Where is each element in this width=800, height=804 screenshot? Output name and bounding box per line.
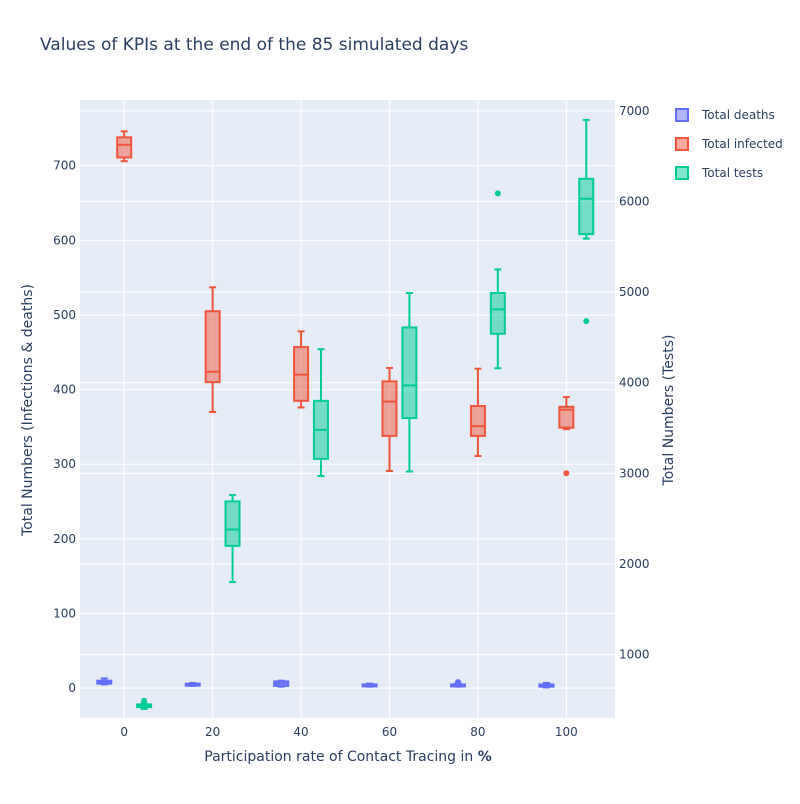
outlier-point xyxy=(583,318,590,325)
box-mark xyxy=(136,697,153,710)
y2-axis-title: Total Numbers (Tests) xyxy=(661,335,677,487)
y-tick-label: 200 xyxy=(53,532,76,546)
box-mark xyxy=(450,679,467,688)
y2-tick-label: 5000 xyxy=(619,285,650,299)
x-axis-title: Participation rate of Contact Tracing in… xyxy=(204,749,491,765)
box-mark xyxy=(116,130,133,163)
legend[interactable]: Total deaths Total infected Total tests xyxy=(675,108,783,180)
legend-label: Total infected xyxy=(701,137,783,151)
legend-label: Total tests xyxy=(701,166,763,180)
plot-background xyxy=(80,100,615,718)
box-mark xyxy=(312,348,329,478)
box-body xyxy=(558,405,575,429)
box-body xyxy=(401,326,418,420)
x-tick-label: 40 xyxy=(293,725,308,739)
box-mark xyxy=(381,366,398,472)
outlier-point xyxy=(563,470,570,477)
legend-swatch xyxy=(675,137,689,151)
y2-tick-label: 4000 xyxy=(619,376,650,390)
tick-labels: 0100200300400500600700100020003000400050… xyxy=(53,104,649,739)
box-mark xyxy=(361,682,378,688)
legend-swatch xyxy=(675,166,689,180)
y-tick-label: 300 xyxy=(53,457,76,471)
y2-tick-label: 2000 xyxy=(619,557,650,571)
outlier-point xyxy=(455,679,462,686)
box-body xyxy=(204,310,221,384)
series-total-infected xyxy=(116,130,575,477)
y2-tick-label: 7000 xyxy=(619,104,650,118)
x-tick-label: 0 xyxy=(120,725,128,739)
box-mark xyxy=(204,286,221,413)
y2-tick-label: 3000 xyxy=(619,466,650,480)
box-body xyxy=(578,177,595,236)
x-tick-label: 100 xyxy=(555,725,578,739)
legend-label: Total deaths xyxy=(701,108,775,122)
legend-item-total-deaths[interactable]: Total deaths xyxy=(675,108,775,122)
y-tick-label: 400 xyxy=(53,383,76,397)
box-body xyxy=(381,380,398,437)
box-mark xyxy=(401,292,418,473)
y-axis-title: Total Numbers (Infections & deaths) xyxy=(20,284,36,537)
y2-tick-label: 1000 xyxy=(619,648,650,662)
x-tick-label: 60 xyxy=(382,725,397,739)
box-body xyxy=(116,136,133,159)
legend-item-total-infected[interactable]: Total infected xyxy=(675,137,783,151)
y-tick-label: 600 xyxy=(53,233,76,247)
box-body xyxy=(489,292,506,335)
box-mark xyxy=(273,679,290,688)
series-total-deaths xyxy=(96,677,555,689)
y-tick-label: 700 xyxy=(53,159,76,173)
box-mark xyxy=(293,330,310,409)
chart-title: Values of KPIs at the end of the 85 simu… xyxy=(40,35,468,55)
y-tick-label: 100 xyxy=(53,607,76,621)
box-mark xyxy=(96,677,113,686)
x-tick-label: 80 xyxy=(470,725,485,739)
box-mark xyxy=(184,681,201,687)
box-mark xyxy=(469,367,486,458)
y-tick-label: 500 xyxy=(53,308,76,322)
x-axis-title-prefix: Participation rate of Contact Tracing in xyxy=(204,749,477,765)
legend-swatch xyxy=(675,108,689,122)
box-mark xyxy=(538,681,555,689)
box-body xyxy=(224,500,241,547)
series-total-tests xyxy=(136,118,595,710)
x-axis-title-unit: % xyxy=(478,749,492,765)
outlier-point xyxy=(141,697,148,704)
box-marks xyxy=(96,118,595,710)
x-tick-label: 20 xyxy=(205,725,220,739)
y2-tick-label: 6000 xyxy=(619,194,650,208)
box-mark xyxy=(578,118,595,325)
legend-item-total-tests[interactable]: Total tests xyxy=(675,166,763,180)
box-mark xyxy=(558,396,575,477)
outlier-point xyxy=(494,190,501,197)
box-mark xyxy=(489,190,506,370)
box-mark xyxy=(224,494,241,584)
y-tick-label: 0 xyxy=(68,681,76,695)
box-body xyxy=(469,405,486,437)
